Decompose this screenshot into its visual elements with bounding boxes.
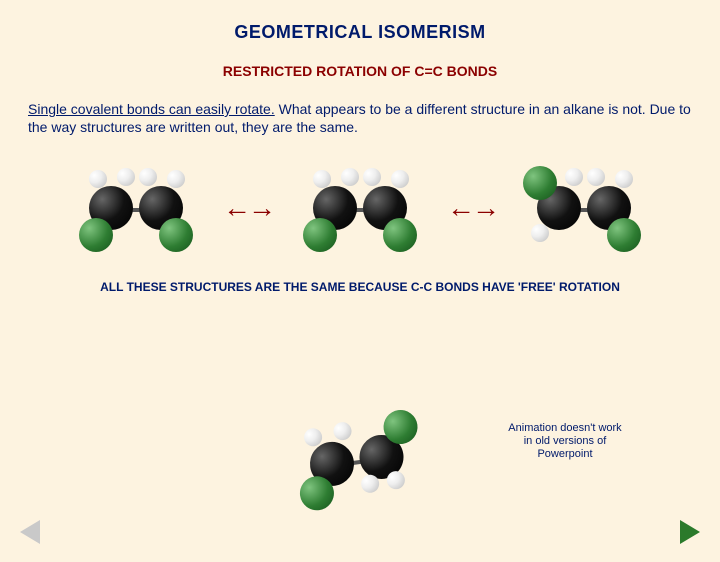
hydrogen-atom (332, 421, 352, 441)
hydrogen-atom (313, 170, 331, 188)
animation-note: Animation doesn't work in old versions o… (505, 422, 625, 462)
substituent-atom (79, 218, 113, 252)
hydrogen-atom (391, 170, 409, 188)
hydrogen-atom (89, 170, 107, 188)
page-subtitle: RESTRICTED ROTATION OF C=C BONDS (0, 63, 720, 79)
caption: ALL THESE STRUCTURES ARE THE SAME BECAUS… (0, 280, 720, 294)
substituent-atom (607, 218, 641, 252)
hydrogen-atom (386, 470, 406, 490)
molecules-row: ←→ ←→ (0, 158, 720, 258)
molecule-1 (61, 158, 211, 258)
molecule-bottom (272, 391, 447, 532)
hydrogen-atom (363, 168, 381, 186)
paragraph-lead: Single covalent bonds can easily rotate. (28, 101, 275, 117)
hydrogen-atom (167, 170, 185, 188)
next-slide-button[interactable] (680, 520, 700, 544)
page-title: GEOMETRICAL ISOMERISM (0, 22, 720, 43)
substituent-atom (159, 218, 193, 252)
molecule-3 (509, 158, 659, 258)
substituent-atom (303, 218, 337, 252)
double-arrow-icon: ←→ (443, 192, 501, 224)
hydrogen-atom (531, 224, 549, 242)
double-arrow-icon: ←→ (219, 192, 277, 224)
substituent-atom (383, 218, 417, 252)
hydrogen-atom (117, 168, 135, 186)
hydrogen-atom (565, 168, 583, 186)
prev-slide-button[interactable] (20, 520, 40, 544)
molecule-2 (285, 158, 435, 258)
hydrogen-atom (615, 170, 633, 188)
hydrogen-atom (139, 168, 157, 186)
hydrogen-atom (341, 168, 359, 186)
body-paragraph: Single covalent bonds can easily rotate.… (28, 101, 692, 136)
hydrogen-atom (587, 168, 605, 186)
substituent-atom (523, 166, 557, 200)
